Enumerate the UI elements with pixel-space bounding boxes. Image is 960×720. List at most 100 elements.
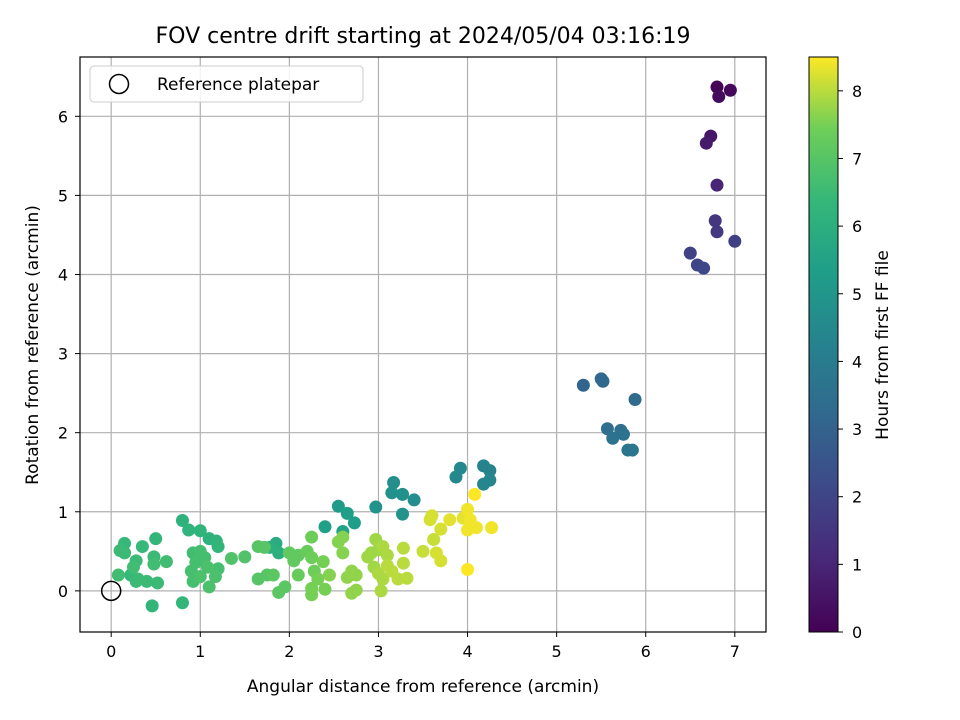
data-point: [287, 554, 301, 568]
data-point: [238, 550, 252, 564]
data-point: [477, 477, 491, 491]
data-point: [369, 500, 383, 514]
colorbar-tick-label: 2: [852, 488, 862, 507]
data-point: [434, 554, 448, 568]
reference-point: [100, 580, 122, 602]
y-axis-label: Rotation from reference (arcmin): [23, 205, 43, 485]
data-point: [708, 214, 722, 228]
colorbar-label: Hours from first FF file: [873, 250, 893, 440]
plot-frame: [79, 56, 767, 633]
x-tick-label: 4: [462, 642, 472, 661]
data-point: [318, 582, 332, 596]
x-tick-label: 5: [552, 642, 562, 661]
data-point: [349, 568, 363, 582]
data-point: [331, 499, 345, 513]
data-point: [193, 524, 207, 538]
data-point: [485, 521, 499, 535]
data-point: [728, 234, 742, 248]
data-point: [316, 555, 330, 569]
data-point: [616, 427, 630, 441]
data-point: [683, 246, 697, 260]
x-tick-label: 0: [106, 642, 116, 661]
data-point: [135, 540, 149, 554]
x-tick-label: 6: [641, 642, 651, 661]
data-point: [211, 540, 225, 554]
data-point: [628, 392, 642, 406]
data-point: [349, 583, 363, 597]
data-point: [699, 136, 713, 150]
y-axis-ticks: 0 1 2 3 4 5 6: [58, 107, 80, 601]
legend-label: Reference platepar: [157, 75, 319, 95]
gridlines: [80, 57, 766, 632]
data-point: [322, 568, 336, 582]
data-point: [396, 556, 410, 570]
x-tick-label: 7: [730, 642, 740, 661]
data-point: [400, 571, 414, 585]
data-point: [151, 576, 165, 590]
data-point: [387, 476, 401, 490]
data-point: [483, 464, 497, 478]
reference-marker: [100, 580, 122, 602]
data-point: [469, 521, 483, 535]
data-point: [710, 225, 724, 239]
y-tick-label: 1: [58, 503, 68, 522]
colorbar-tick-label: 5: [852, 285, 862, 304]
colorbar-tick-label: 8: [852, 82, 862, 101]
data-point: [468, 487, 482, 501]
data-point: [147, 557, 161, 571]
y-tick-label: 5: [58, 186, 68, 205]
data-point: [111, 568, 125, 582]
data-point: [374, 584, 388, 598]
data-point: [576, 378, 590, 392]
data-point: [606, 431, 620, 445]
data-point: [723, 83, 737, 97]
data-point: [175, 513, 189, 527]
data-point: [427, 532, 441, 546]
data-point: [182, 523, 196, 537]
data-point: [396, 541, 410, 555]
data-point: [278, 580, 292, 594]
y-tick-label: 2: [58, 424, 68, 443]
y-tick-label: 0: [58, 582, 68, 601]
data-point: [200, 560, 214, 574]
data-point: [385, 486, 399, 500]
colorbar-tick-label: 6: [852, 217, 862, 236]
colorbar-ticks: 0 1 2 3 4 5 6 7 8: [838, 82, 862, 642]
chart-title: FOV centre drift starting at 2024/05/04 …: [156, 24, 691, 49]
data-point: [340, 506, 354, 520]
data-point: [449, 470, 463, 484]
data-point: [175, 596, 189, 610]
y-tick-label: 4: [58, 266, 68, 285]
data-point: [461, 502, 475, 516]
data-point: [291, 568, 305, 582]
data-point: [266, 568, 280, 582]
data-point: [697, 261, 711, 275]
x-axis-ticks: 0 1 2 3 4 5 6 7: [106, 632, 740, 661]
colorbar-tick-label: 4: [852, 352, 862, 371]
legend: Reference platepar: [89, 65, 364, 103]
data-point: [208, 570, 222, 584]
data-point: [396, 507, 410, 521]
data-point: [193, 570, 207, 584]
data-point: [443, 513, 457, 527]
data-point: [336, 546, 350, 560]
data-point: [149, 532, 163, 546]
data-point: [145, 599, 159, 613]
data-point: [376, 572, 390, 586]
colorbar-tick-label: 0: [852, 623, 862, 642]
data-point: [311, 572, 325, 586]
y-tick-label: 6: [58, 107, 68, 126]
x-tick-label: 2: [284, 642, 294, 661]
data-point: [257, 540, 271, 554]
data-point: [396, 487, 410, 501]
data-point: [202, 580, 216, 594]
data-point: [425, 509, 439, 523]
data-point: [318, 520, 332, 534]
data-point: [600, 422, 614, 436]
data-point: [380, 548, 394, 562]
data-points: [111, 80, 742, 613]
legend-box: [89, 65, 364, 103]
data-point: [596, 374, 610, 388]
data-point: [434, 522, 448, 536]
data-point: [305, 588, 319, 602]
